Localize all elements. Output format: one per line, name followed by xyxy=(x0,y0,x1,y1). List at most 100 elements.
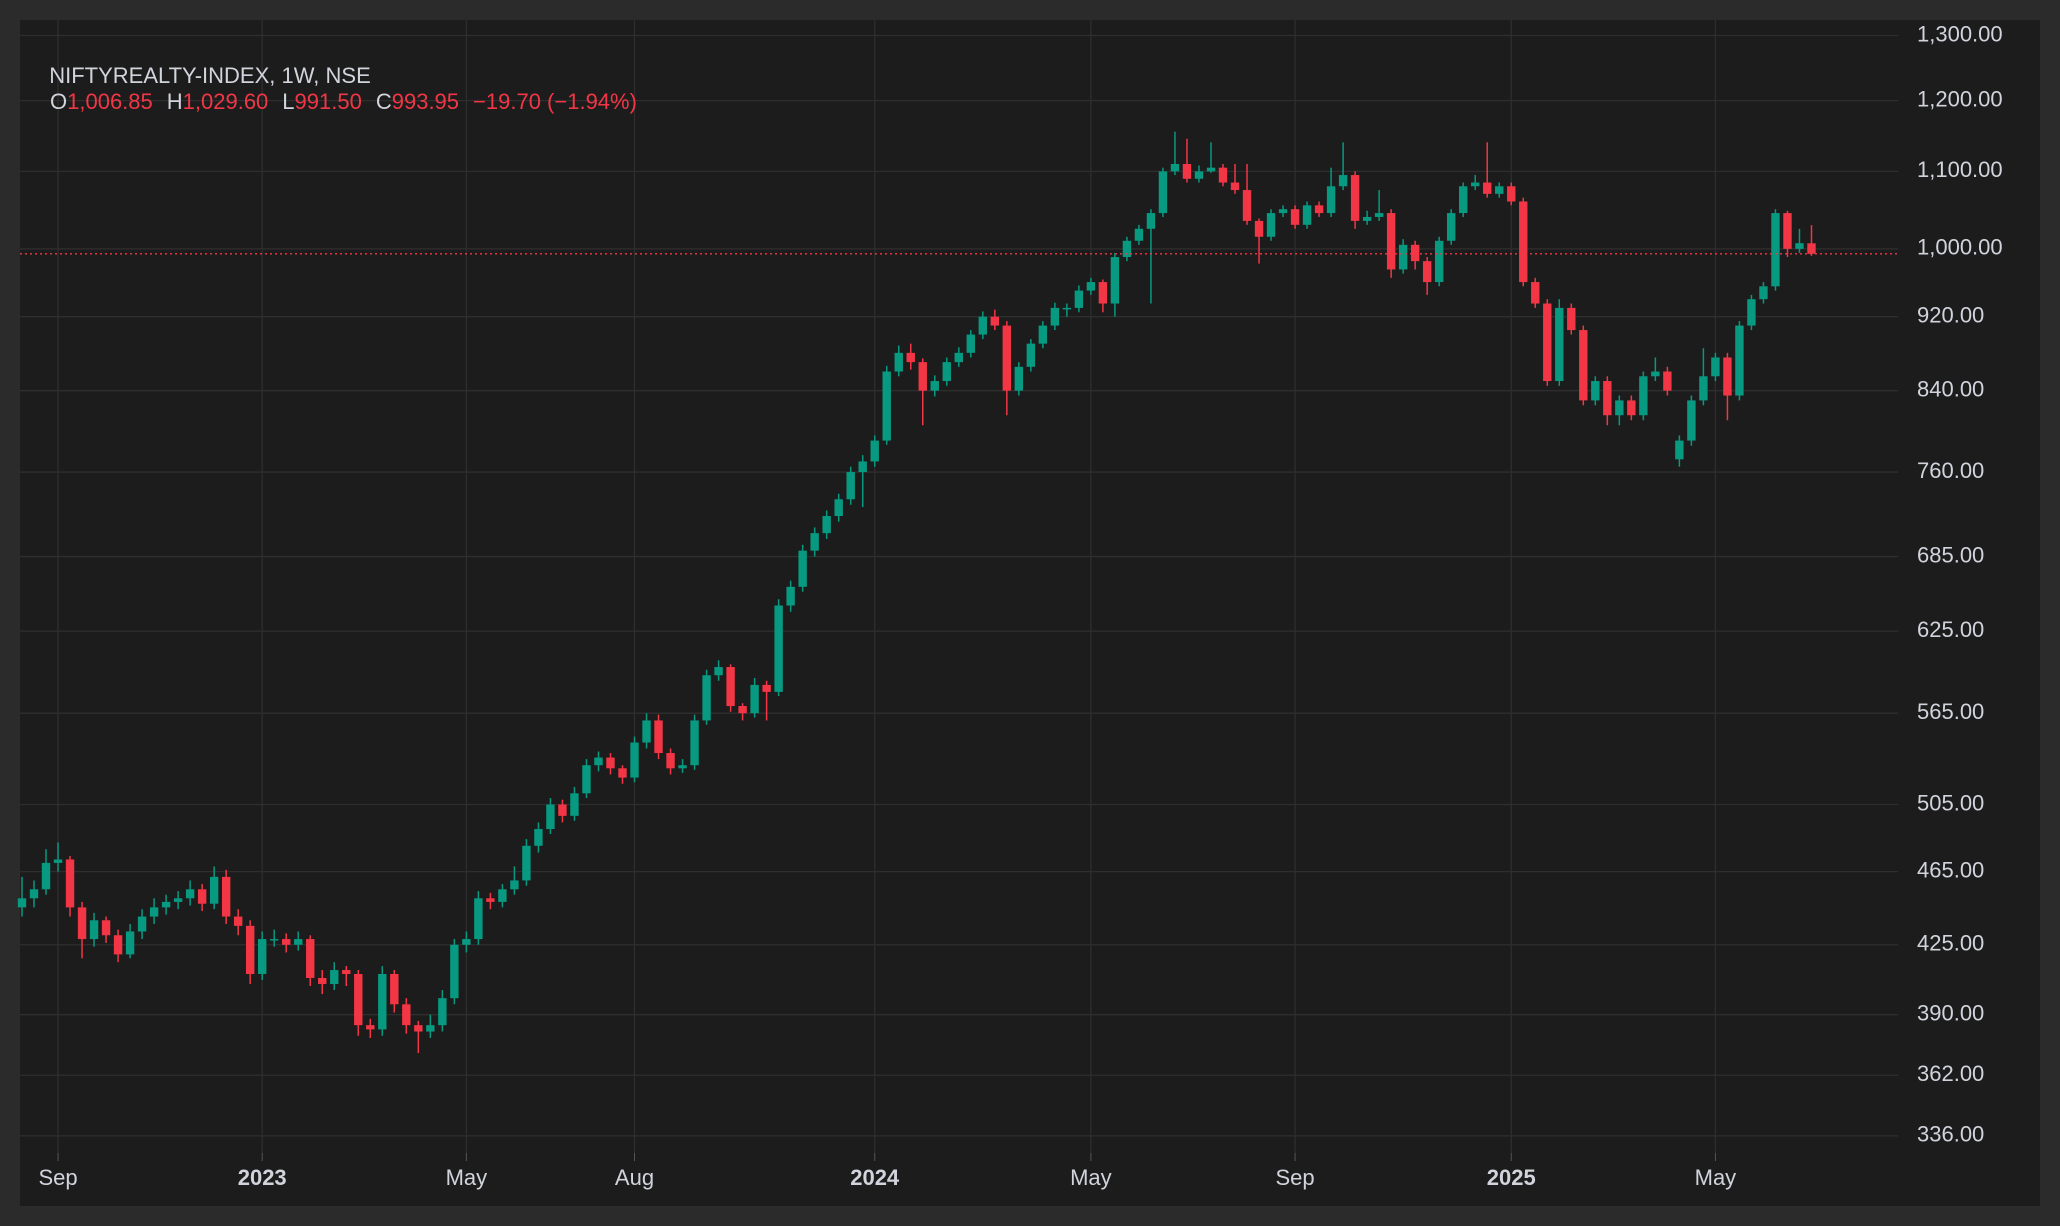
candle-body xyxy=(1410,244,1420,262)
legend-value: 1,029.60 xyxy=(182,89,269,114)
candle-body xyxy=(1519,201,1528,283)
legend-value: 1,006.85 xyxy=(67,89,153,114)
candle-body xyxy=(270,939,279,941)
candle-body xyxy=(1050,307,1060,326)
candle-body xyxy=(1230,182,1240,191)
candle-body xyxy=(1591,381,1600,401)
candle-body xyxy=(858,461,867,473)
candle-body xyxy=(522,845,531,881)
candle-body xyxy=(1422,261,1432,283)
candle-body xyxy=(1771,213,1780,287)
candle-body xyxy=(77,907,87,940)
candle-body xyxy=(1495,186,1504,194)
candle-body xyxy=(366,1025,375,1030)
candle-body xyxy=(318,977,327,984)
y-tick-label: 685.00 xyxy=(1917,542,1984,567)
candle-body xyxy=(1711,357,1720,377)
candle-body xyxy=(41,862,51,890)
candle-body xyxy=(101,920,111,936)
candle-body xyxy=(426,1025,435,1032)
candle-body xyxy=(1338,175,1348,187)
candle-body xyxy=(1543,303,1552,382)
candle-body xyxy=(1098,282,1108,304)
legend-key: C xyxy=(375,89,392,114)
candle-body xyxy=(233,916,243,926)
candle-body xyxy=(1146,213,1156,229)
candle-body xyxy=(1459,186,1468,214)
candle-body xyxy=(918,362,927,391)
candle-body xyxy=(1122,240,1132,258)
candle-body xyxy=(402,1004,411,1026)
candle-body xyxy=(137,916,147,932)
y-tick-label: 1,100.00 xyxy=(1917,157,2003,182)
candle-body xyxy=(342,970,351,974)
candle-body xyxy=(161,901,171,908)
legend-value: 993.95 xyxy=(391,89,460,114)
y-tick-label: 505.00 xyxy=(1917,790,1984,815)
x-tick-label: Aug xyxy=(615,1165,654,1190)
candle-body xyxy=(390,973,399,1005)
candle-body xyxy=(606,757,615,769)
candle-body xyxy=(1194,171,1204,179)
candle-body xyxy=(1398,244,1408,270)
candle-body xyxy=(666,753,675,769)
candle-body xyxy=(1675,440,1684,460)
candle-body xyxy=(990,316,1000,326)
candle-body xyxy=(798,550,807,587)
candle-body xyxy=(1158,171,1168,214)
legend-key: L xyxy=(282,89,295,114)
x-tick-label: May xyxy=(1695,1165,1737,1190)
candle-body xyxy=(846,472,855,500)
candle-body xyxy=(726,667,735,707)
candle-body xyxy=(1074,290,1084,308)
candle-body xyxy=(354,973,363,1026)
candle-body xyxy=(1026,343,1036,367)
candle-body xyxy=(1531,282,1540,304)
x-tick-label: Sep xyxy=(38,1165,77,1190)
y-tick-label: 1,300.00 xyxy=(1917,21,2003,46)
candle-body xyxy=(462,939,471,945)
candle-body xyxy=(618,768,627,778)
candle-body xyxy=(209,876,219,904)
candle-body xyxy=(294,939,303,945)
candle-body xyxy=(582,765,591,794)
candle-body xyxy=(53,859,63,863)
y-tick-label: 362.00 xyxy=(1917,1061,1984,1086)
candle-body xyxy=(1038,325,1048,344)
y-tick-label: 840.00 xyxy=(1917,376,1984,401)
candle-body xyxy=(185,889,195,899)
candle-body xyxy=(498,889,507,902)
candle-body xyxy=(882,371,891,441)
candle-body xyxy=(1783,213,1792,249)
candle-body xyxy=(1062,307,1072,310)
candle-body xyxy=(558,804,567,816)
candle-body xyxy=(197,889,207,904)
candle-body xyxy=(1014,366,1024,391)
candle-body xyxy=(1747,299,1756,326)
candle-body xyxy=(642,720,651,743)
candle-body xyxy=(1302,205,1312,225)
candle-body xyxy=(173,898,183,902)
candle-body xyxy=(486,898,495,902)
candle-body xyxy=(1471,182,1480,187)
y-tick-label: 425.00 xyxy=(1917,931,1984,956)
candle-body xyxy=(834,499,843,517)
candle-body xyxy=(930,381,939,391)
candle-body xyxy=(1651,371,1660,377)
candle-body xyxy=(258,939,267,974)
candle-body xyxy=(1206,167,1216,172)
candle-body xyxy=(1386,213,1396,270)
candle-body xyxy=(1362,216,1372,221)
candle-body xyxy=(1603,381,1612,416)
y-tick-label: 336.00 xyxy=(1917,1122,1984,1147)
candle-body xyxy=(89,920,99,940)
candle-body xyxy=(1134,228,1144,241)
y-tick-label: 565.00 xyxy=(1917,699,1984,724)
x-tick-label: 2023 xyxy=(238,1165,287,1190)
legend-key: H xyxy=(166,89,183,114)
y-tick-label: 625.00 xyxy=(1917,617,1984,642)
candle-body xyxy=(450,944,459,999)
candle-body xyxy=(1254,220,1264,237)
candle-body xyxy=(1266,213,1276,237)
